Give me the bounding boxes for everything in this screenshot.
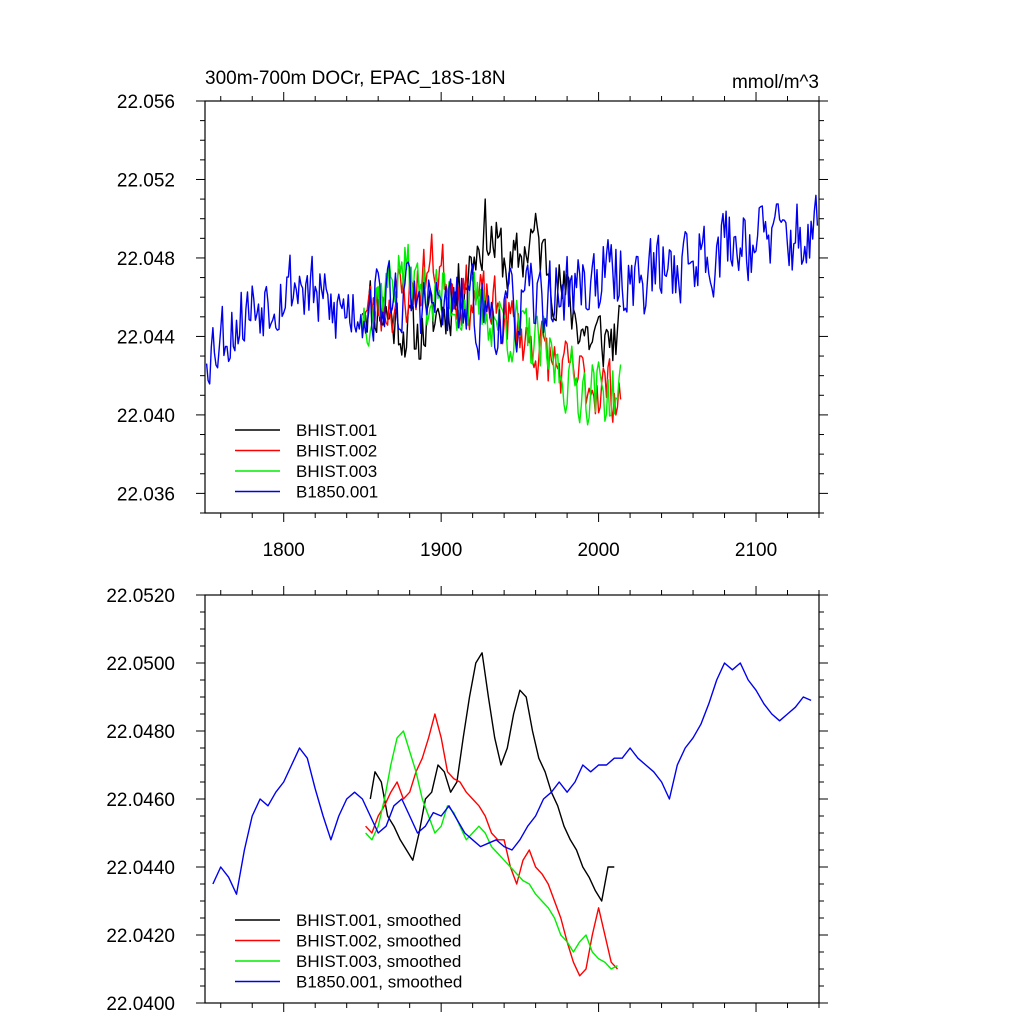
- top-y-tick-label: 22.048: [117, 249, 175, 270]
- top-series-line-1: [361, 198, 622, 368]
- bottom-series-line-3: [365, 730, 618, 970]
- top-legend-label: BHIST.001: [296, 421, 377, 440]
- bottom-legend-label: BHIST.001, smoothed: [296, 911, 461, 930]
- top-y-tick-label: 22.056: [117, 92, 175, 113]
- bottom-y-tick-label: 22.0420: [106, 926, 175, 947]
- bottom-legend-label: B1850.001, smoothed: [296, 973, 462, 992]
- top-y-tick-label: 22.040: [117, 406, 175, 427]
- bottom-y-tick-label: 22.0440: [106, 858, 175, 879]
- top-panel: 300m-700m DOCr, EPAC_18S-18N mmol/m^3 18…: [117, 68, 828, 561]
- top-x-tick-label: 1800: [263, 540, 305, 561]
- top-legend-label: BHIST.002: [296, 442, 377, 461]
- bottom-y-tick-label: 22.0520: [106, 586, 175, 607]
- bottom-series-line-1: [369, 652, 615, 902]
- top-x-tick-label: 2000: [577, 540, 619, 561]
- top-panel-units: mmol/m^3: [732, 72, 819, 93]
- top-x-tick-label: 1900: [420, 540, 462, 561]
- bottom-y-tick-label: 22.0460: [106, 790, 175, 811]
- bottom-y-tick-label: 22.0500: [106, 654, 175, 675]
- top-legend-label: B1850.001: [296, 483, 378, 502]
- top-y-tick-label: 22.036: [117, 484, 175, 505]
- top-series-line-3: [361, 243, 622, 426]
- top-y-tick-label: 22.052: [117, 170, 175, 191]
- bottom-y-tick-label: 22.0400: [106, 994, 175, 1015]
- top-x-tick-label: 2100: [735, 540, 777, 561]
- bottom-panel: 22.0520 22.0500 22.0480 22.0460 22.0440 22.04…: [106, 586, 828, 1015]
- top-y-tick-label: 22.044: [117, 327, 176, 348]
- top-plot-frame: [204, 100, 820, 514]
- top-series-line-4: [205, 194, 819, 385]
- bottom-series-line-4: [212, 662, 812, 895]
- top-legend-label: BHIST.003: [296, 462, 377, 481]
- bottom-y-tick-label: 22.0480: [106, 722, 175, 743]
- bottom-series-line-2: [365, 713, 619, 977]
- bottom-legend-label: BHIST.002, smoothed: [296, 932, 461, 951]
- bottom-legend-label: BHIST.003, smoothed: [296, 952, 461, 971]
- top-panel-title: 300m-700m DOCr, EPAC_18S-18N: [205, 68, 506, 89]
- top-series-line-2: [361, 233, 622, 423]
